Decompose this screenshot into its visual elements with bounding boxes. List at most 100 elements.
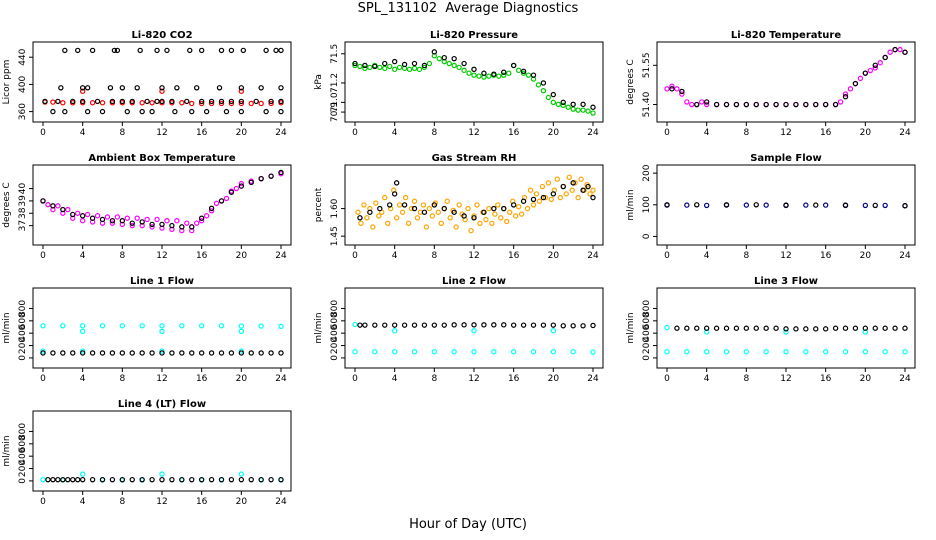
data-point-series-2	[822, 101, 829, 108]
data-point-series-1	[465, 205, 471, 212]
data-point-series-2	[228, 350, 235, 356]
data-point-series-1	[233, 185, 240, 192]
data-point-series-1	[179, 100, 185, 106]
data-point-series-2	[783, 326, 789, 332]
data-point-series-2	[238, 108, 245, 115]
data-point-series-2	[169, 476, 175, 483]
data-point-series-2	[723, 202, 730, 208]
data-point-series-2	[451, 322, 457, 328]
data-point-series-2	[218, 198, 225, 204]
y-tick-label: 400	[18, 447, 28, 464]
data-point-series-1	[486, 205, 492, 212]
x-tick-label: 20	[860, 128, 872, 138]
x-tick-label: 20	[548, 374, 560, 384]
data-point-series-1	[238, 348, 245, 354]
data-point-series-2	[203, 108, 210, 115]
data-point-series-1	[238, 471, 245, 477]
data-point-series-1	[60, 100, 66, 106]
x-tick-label: 24	[275, 128, 287, 138]
data-point-series-2	[902, 203, 908, 209]
data-point-series-2	[278, 476, 284, 483]
data-point-series-2	[357, 215, 363, 221]
x-tick-label: 16	[196, 128, 208, 138]
data-point-series-2	[172, 108, 178, 115]
data-point-series-1	[447, 215, 453, 221]
data-point-series-2	[753, 101, 759, 108]
data-point-series-2	[154, 98, 160, 105]
data-point-series-1	[203, 213, 210, 219]
data-point-series-2	[164, 47, 170, 54]
data-point-series-2	[862, 325, 869, 331]
data-point-series-2	[42, 98, 48, 105]
data-point-series-2	[793, 101, 799, 108]
data-point-series-2	[228, 98, 235, 105]
y-tick-label: 0	[642, 355, 652, 361]
data-point-series-2	[421, 322, 428, 328]
data-point-series-2	[703, 99, 710, 105]
data-point-series-2	[510, 202, 517, 208]
data-point-series-1	[408, 205, 415, 212]
y-tick-label: 800	[330, 300, 340, 317]
data-point-series-1	[862, 202, 869, 209]
chart-panel-5: Gas Stream RH percent 0 4 8 12 16 20 24 1.45 1.60	[314, 153, 604, 261]
x-tick-label: 8	[119, 128, 125, 138]
data-point-series-2	[216, 85, 223, 91]
y-tick-label: 1.60	[330, 198, 340, 218]
data-point-series-1	[198, 217, 205, 224]
data-point-series-2	[198, 98, 205, 105]
y-axis-label: ml/min	[2, 435, 12, 466]
data-point-series-2	[149, 350, 155, 356]
data-point-series-2	[391, 58, 398, 65]
data-point-series-2	[431, 49, 438, 55]
plot-frame	[32, 41, 292, 123]
data-point-series-2	[481, 70, 487, 76]
data-point-series-1	[585, 108, 591, 114]
data-point-series-1	[783, 329, 789, 335]
data-point-series-1	[198, 323, 205, 329]
data-point-series-2	[218, 350, 225, 356]
data-point-series-1	[411, 349, 418, 355]
data-point-series-2	[491, 322, 497, 328]
data-point-series-2	[723, 101, 730, 108]
x-tick-label: 0	[664, 128, 670, 138]
data-point-series-1	[897, 46, 903, 53]
data-point-series-2	[421, 62, 428, 69]
data-point-series-1	[164, 217, 170, 224]
data-point-series-2	[441, 54, 447, 61]
data-point-series-2	[471, 66, 477, 73]
y-tick-label: 1.45	[330, 226, 340, 246]
data-point-series-1	[565, 104, 571, 110]
data-point-series-2	[501, 205, 507, 212]
data-point-series-2	[520, 68, 527, 74]
x-tick-label: 16	[820, 374, 832, 384]
data-point-series-1	[420, 202, 427, 208]
data-point-series-1	[539, 183, 546, 190]
data-point-series-2	[208, 350, 215, 356]
chart-title: Li-820 Pressure	[430, 30, 518, 41]
data-point-series-1	[518, 211, 525, 217]
data-point-series-2	[530, 72, 537, 78]
data-point-series-2	[84, 108, 91, 115]
data-point-series-1	[421, 64, 428, 71]
data-point-series-2	[461, 60, 467, 67]
data-point-series-2	[481, 322, 487, 328]
data-point-series-1	[60, 323, 66, 329]
data-point-series-1	[575, 194, 581, 201]
data-point-series-1	[684, 349, 690, 355]
y-tick-label: 100	[642, 196, 652, 213]
data-point-series-2	[585, 183, 591, 190]
chart-title: Ambient Box Temperature	[88, 153, 235, 164]
x-tick-label: 8	[119, 497, 125, 507]
x-tick-label: 4	[80, 497, 86, 507]
y-tick-label: 0	[330, 355, 340, 361]
data-point-series-2	[753, 202, 759, 208]
data-point-series-1	[79, 88, 86, 94]
data-point-series-1	[743, 202, 750, 208]
data-point-series-1	[446, 60, 452, 67]
y-tick-label: 200	[642, 337, 652, 354]
y-tick-label: 400	[18, 76, 28, 93]
data-point-series-1	[495, 202, 501, 208]
data-point-series-2	[129, 98, 135, 105]
